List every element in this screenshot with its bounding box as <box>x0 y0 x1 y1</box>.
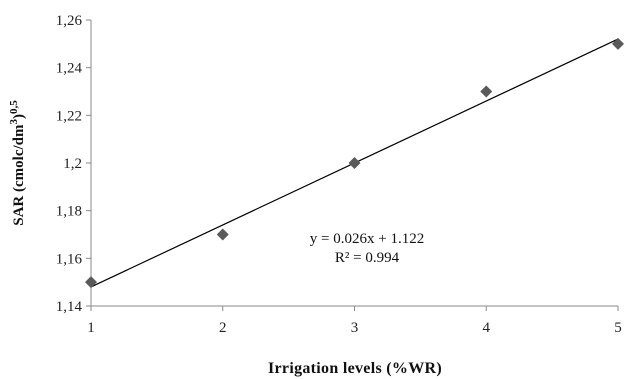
y-tick-label: 1,2 <box>63 156 82 172</box>
y-tick-label: 1,14 <box>56 299 83 315</box>
x-tick-label: 5 <box>614 320 622 336</box>
y-tick-label: 1,22 <box>56 108 82 124</box>
x-tick-label: 1 <box>87 320 95 336</box>
y-tick-label: 1,16 <box>56 251 83 267</box>
data-points <box>85 37 624 289</box>
y-axis-label-mid: ) <box>11 114 27 119</box>
data-point <box>348 157 361 169</box>
x-tick-label: 3 <box>351 320 359 336</box>
y-tick-label: 1,24 <box>56 61 83 77</box>
equation-label: y = 0.026x + 1.122 <box>310 231 424 247</box>
r-squared-label: R² = 0.994 <box>335 250 400 266</box>
y-axis-label: SAR (cmolc/dm3)0,5 <box>8 100 27 226</box>
data-point <box>612 37 624 50</box>
data-point <box>480 85 493 98</box>
y-axis-label-sup2: 0,5 <box>8 100 20 114</box>
data-point <box>85 276 97 289</box>
y-axis-label-sup1: 3 <box>8 119 20 125</box>
x-tick-label: 4 <box>483 320 491 336</box>
y-axis-label-main: SAR (cmolc/dm <box>11 124 27 226</box>
x-ticks: 1 2 3 4 5 <box>87 306 622 336</box>
y-ticks: 1,14 1,16 1,18 1,2 1,22 1,24 1,26 <box>56 13 91 315</box>
x-tick-label: 2 <box>219 320 227 336</box>
data-point <box>216 228 229 241</box>
x-axis-label: Irrigation levels (%WR) <box>268 360 442 377</box>
y-tick-label: 1,18 <box>56 204 82 220</box>
y-tick-label: 1,26 <box>56 13 83 29</box>
